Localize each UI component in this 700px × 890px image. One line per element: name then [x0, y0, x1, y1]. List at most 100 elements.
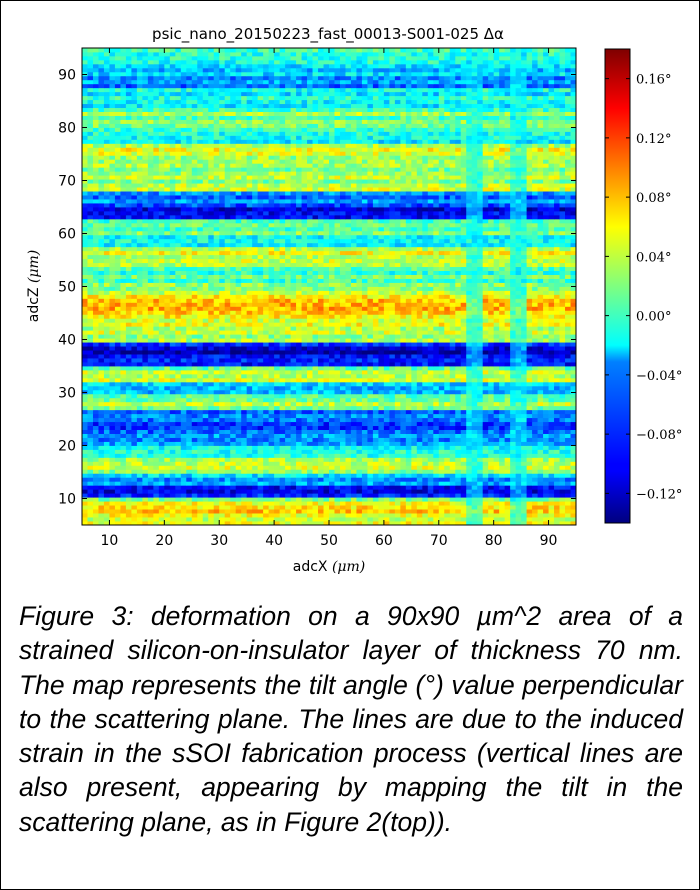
heatmap-cell	[82, 457, 88, 462]
heatmap-cell	[103, 517, 110, 522]
heatmap-cell	[372, 401, 379, 407]
heatmap-cell	[252, 346, 259, 351]
heatmap-cell	[153, 485, 160, 490]
heatmap-cell	[120, 314, 127, 319]
heatmap-cell	[120, 417, 127, 423]
heatmap-cell	[521, 425, 527, 431]
heatmap-cell	[153, 469, 160, 474]
heatmap-cell	[482, 481, 489, 486]
heatmap-cell	[279, 385, 286, 391]
heatmap-cell	[213, 409, 220, 415]
heatmap-cell	[334, 441, 341, 446]
heatmap-cell	[169, 342, 176, 347]
heatmap-cell	[515, 369, 522, 375]
heatmap-cell	[263, 409, 270, 415]
heatmap-cell	[208, 453, 215, 458]
heatmap-cell	[241, 429, 248, 434]
heatmap-cell	[290, 433, 297, 438]
heatmap-cell	[263, 493, 270, 498]
heatmap-cell	[290, 342, 297, 347]
heatmap-cell	[131, 481, 138, 486]
heatmap-cell	[208, 302, 215, 307]
heatmap-cell	[153, 338, 160, 343]
heatmap-cell	[466, 366, 473, 371]
heatmap-cell	[543, 441, 549, 446]
heatmap-cell	[554, 457, 560, 462]
heatmap-cell	[510, 517, 517, 522]
heatmap-cell	[131, 441, 138, 446]
heatmap-cell	[279, 457, 286, 462]
heatmap-cell	[263, 481, 270, 486]
heatmap-cell	[394, 473, 401, 478]
heatmap-cell	[416, 477, 423, 482]
heatmap-cell	[548, 445, 555, 450]
heatmap-cell	[329, 453, 335, 458]
heatmap-cell	[438, 346, 445, 351]
heatmap-cell	[186, 461, 193, 466]
heatmap-cell	[477, 405, 484, 411]
heatmap-cell	[142, 369, 149, 375]
heatmap-cell	[202, 485, 209, 490]
heatmap-cell	[400, 413, 407, 419]
heatmap-cell	[219, 493, 226, 498]
heatmap-cell	[230, 417, 237, 423]
heatmap-cell	[510, 469, 517, 474]
heatmap-cell	[521, 338, 527, 343]
heatmap-cell	[82, 373, 88, 379]
heatmap-cell	[329, 413, 335, 419]
heatmap-cell	[389, 473, 396, 478]
heatmap-cell	[312, 485, 319, 490]
heatmap-cell	[389, 513, 396, 518]
heatmap-cell	[433, 501, 440, 506]
heatmap-cell	[532, 453, 538, 458]
heatmap-cell	[515, 497, 522, 502]
heatmap-cell	[422, 401, 429, 407]
heatmap-cell	[136, 441, 143, 446]
heatmap-cell	[526, 397, 533, 403]
heatmap-cell	[82, 429, 88, 434]
heatmap-cell	[570, 350, 577, 355]
heatmap-cell	[175, 350, 182, 355]
heatmap-cell	[136, 489, 143, 494]
heatmap-cell	[285, 381, 291, 387]
heatmap-cell	[235, 421, 242, 427]
heatmap-cell	[235, 457, 242, 462]
heatmap-cell	[510, 465, 517, 470]
heatmap-cell	[334, 409, 341, 415]
heatmap-cell	[241, 453, 248, 458]
heatmap-cell	[241, 493, 248, 498]
heatmap-cell	[350, 306, 357, 311]
heatmap-cell	[246, 401, 253, 407]
heatmap-cell	[164, 505, 171, 510]
heatmap-cell	[92, 342, 99, 347]
heatmap-cell	[521, 405, 527, 411]
heatmap-cell	[142, 509, 149, 514]
heatmap-cell	[318, 473, 324, 478]
heatmap-cell	[290, 425, 297, 431]
heatmap-cell	[433, 425, 440, 431]
heatmap-cell	[175, 389, 182, 395]
heatmap-cell	[290, 513, 297, 518]
heatmap-cell	[334, 489, 341, 494]
heatmap-cell	[361, 485, 368, 490]
heatmap-cell	[356, 330, 363, 335]
heatmap-cell	[378, 441, 385, 446]
heatmap-cell	[493, 445, 500, 450]
heatmap-cell	[416, 381, 423, 387]
heatmap-cell	[570, 517, 577, 522]
heatmap-cell	[455, 413, 462, 419]
heatmap-cell	[323, 425, 330, 431]
heatmap-cell	[169, 437, 176, 442]
heatmap-cell	[257, 485, 264, 490]
heatmap-cell	[565, 433, 571, 438]
heatmap-cell	[147, 421, 154, 427]
heatmap-cell	[219, 318, 226, 323]
heatmap-cell	[224, 505, 231, 510]
heatmap-cell	[301, 318, 308, 323]
heatmap-cell	[532, 461, 538, 466]
heatmap-cell	[252, 322, 259, 327]
heatmap-cell	[318, 322, 324, 327]
heatmap-cell	[416, 445, 423, 450]
heatmap-cell	[383, 493, 390, 498]
heatmap-cell	[120, 393, 127, 399]
